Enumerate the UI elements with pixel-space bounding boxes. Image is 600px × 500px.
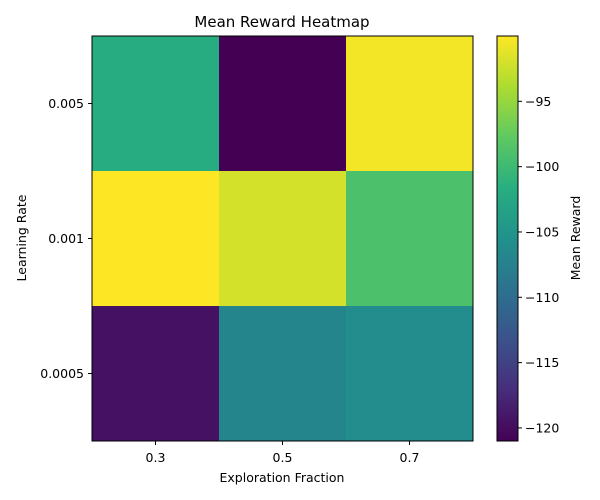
heatmap-cell	[219, 306, 347, 442]
colorbar-tick-label: −105	[525, 224, 559, 239]
x-tick-label: 0.5	[273, 450, 293, 465]
x-axis-label: Exploration Fraction	[220, 470, 345, 485]
colorbar-label: Mean Reward	[568, 196, 583, 281]
colorbar-tick-label: −115	[525, 355, 559, 370]
colorbar-tick-label: −95	[525, 94, 551, 109]
heatmap-cell	[92, 36, 220, 172]
heatmap-cell	[219, 171, 347, 307]
x-tick-label: 0.7	[400, 450, 420, 465]
y-axis-ticks: 0.005 0.001 0.0005	[40, 96, 92, 381]
heatmap-cells	[92, 36, 474, 442]
y-tick-label: 0.001	[48, 231, 84, 246]
heatmap-cell	[92, 171, 220, 307]
colorbar-tick-label: −110	[525, 290, 559, 305]
heatmap-cell	[346, 171, 474, 307]
heatmap-cell	[219, 36, 347, 172]
y-axis-label: Learning Rate	[14, 194, 29, 281]
colorbar-ticks: −95 −100 −105 −110 −115 −120	[518, 94, 559, 435]
x-tick-label: 0.3	[146, 450, 166, 465]
heatmap-cell	[92, 306, 220, 442]
x-axis-ticks: 0.3 0.5 0.7	[146, 441, 420, 465]
y-tick-label: 0.005	[48, 96, 84, 111]
colorbar-tick-label: −100	[525, 159, 559, 174]
colorbar-tick-label: −120	[525, 420, 559, 435]
y-tick-label: 0.0005	[40, 366, 84, 381]
heatmap-cell	[346, 306, 474, 442]
chart-title: Mean Reward Heatmap	[194, 13, 369, 31]
heatmap-cell	[346, 36, 474, 172]
colorbar	[496, 35, 519, 442]
